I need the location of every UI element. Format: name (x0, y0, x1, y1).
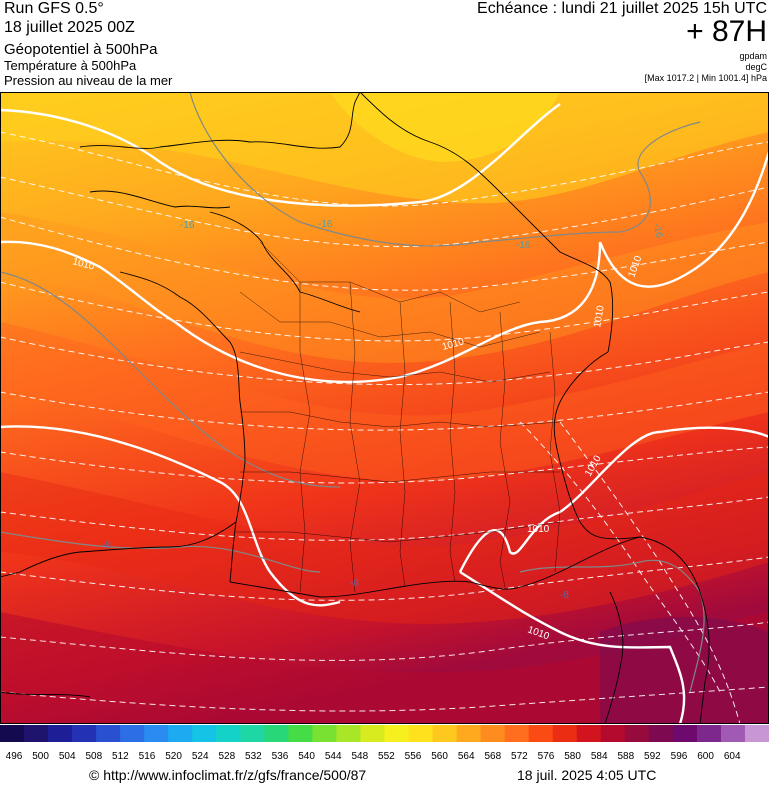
map-footer: © http://www.infoclimat.fr/z/gfs/france/… (0, 764, 769, 786)
field-temperature: Température à 500hPa (4, 58, 137, 73)
color-swatch (168, 725, 193, 742)
color-swatch (336, 725, 361, 742)
scale-tick-label: 552 (378, 751, 395, 762)
source-credit: © http://www.infoclimat.fr/z/gfs/france/… (89, 767, 367, 783)
color-swatch (120, 725, 145, 742)
isotherm-label: -16 (180, 220, 195, 231)
scale-tick-label: 516 (139, 751, 156, 762)
valid-time: Echéance : lundi 21 juillet 2025 15h UTC (477, 0, 767, 17)
field-pressure: Pression au niveau de la mer (4, 73, 173, 88)
isobars (0, 103, 769, 724)
color-swatch (240, 725, 265, 742)
geopotential-field (0, 92, 769, 724)
color-swatch (648, 725, 674, 742)
color-swatch (744, 725, 769, 742)
color-swatch (528, 725, 554, 742)
run-label: Run GFS 0.5° (4, 0, 104, 17)
color-swatch (672, 725, 698, 742)
color-swatch (24, 725, 49, 742)
isobar-label: 1010 (527, 524, 550, 535)
color-scale: 496 500 504 508 512 516 520 524 528 532 536 540 544 5… (0, 724, 769, 764)
color-swatch (48, 725, 73, 742)
color-swatch (504, 725, 530, 742)
color-swatch (384, 725, 410, 742)
field-title: Géopotentiel à 500hPa (4, 41, 158, 58)
color-swatch (360, 725, 385, 742)
color-swatch (288, 725, 313, 742)
color-swatch (96, 725, 121, 742)
scale-tick-label: 524 (192, 751, 209, 762)
color-swatch (552, 725, 578, 742)
color-swatch (432, 725, 458, 742)
scale-tick-label: 600 (697, 751, 714, 762)
color-swatch (264, 725, 289, 742)
scale-tick-label: 532 (245, 751, 262, 762)
color-swatch (312, 725, 337, 742)
department-borders (235, 241, 561, 593)
scale-tick-label: 544 (325, 751, 342, 762)
color-swatch (216, 725, 241, 742)
color-swatch (696, 725, 722, 742)
color-swatch (624, 725, 650, 742)
isotherm-label: -16 (651, 223, 664, 240)
scale-tick-label: 504 (59, 751, 76, 762)
color-swatch (480, 725, 506, 742)
render-timestamp: 18 juil. 2025 4:05 UTC (517, 767, 657, 783)
scale-tick-label: 596 (671, 751, 688, 762)
isotherm-label: -8 (350, 578, 359, 589)
isotherm-label: -16 (516, 240, 531, 251)
color-swatch (192, 725, 217, 742)
scale-tick-label: 496 (6, 751, 23, 762)
unit-temperature: degC (745, 62, 767, 72)
scale-tick-label: 512 (112, 751, 129, 762)
scale-tick-label: 508 (85, 751, 102, 762)
color-swatch (0, 725, 25, 742)
scale-tick-label: 560 (431, 751, 448, 762)
color-swatch (408, 725, 434, 742)
scale-tick-label: 536 (272, 751, 289, 762)
scale-tick-label: 556 (405, 751, 422, 762)
scale-tick-label: 528 (218, 751, 235, 762)
coastlines (0, 92, 710, 724)
scale-tick-label: 580 (564, 751, 581, 762)
color-swatch (72, 725, 97, 742)
isotherm-label: -8 (560, 590, 569, 601)
color-swatch (144, 725, 169, 742)
scale-tick-label: 588 (617, 751, 634, 762)
scale-tick-label: 572 (511, 751, 528, 762)
scale-tick-label: 500 (32, 751, 49, 762)
temperature-contours (0, 92, 705, 693)
forecast-map: 1010 1010 1010 1010 1010 1010 1010 -16 -… (0, 92, 769, 724)
scale-tick-label: 584 (591, 751, 608, 762)
color-swatch (600, 725, 626, 742)
scale-tick-label: 592 (644, 751, 661, 762)
map-header: Run GFS 0.5° 18 juillet 2025 00Z Géopote… (0, 0, 769, 92)
scale-tick-label: 520 (165, 751, 182, 762)
isotherm-label: -8 (102, 540, 111, 551)
color-swatch (720, 725, 746, 742)
scale-tick-label: 540 (298, 751, 315, 762)
pressure-range: [Max 1017.2 | Min 1001.4] hPa (644, 73, 767, 83)
isotherm-label: -16 (318, 219, 333, 230)
scale-tick-label: 564 (458, 751, 475, 762)
lead-time: + 87H (686, 15, 767, 48)
scale-tick-label: 548 (351, 751, 368, 762)
color-swatch (456, 725, 482, 742)
unit-geopotential: gpdam (739, 51, 767, 61)
run-date: 18 juillet 2025 00Z (4, 19, 135, 36)
isobar-label: 1010 (592, 304, 607, 328)
scale-tick-label: 568 (484, 751, 501, 762)
scale-tick-label: 576 (538, 751, 555, 762)
color-swatch (576, 725, 602, 742)
scale-tick-label: 604 (724, 751, 741, 762)
isotherms (0, 131, 769, 724)
